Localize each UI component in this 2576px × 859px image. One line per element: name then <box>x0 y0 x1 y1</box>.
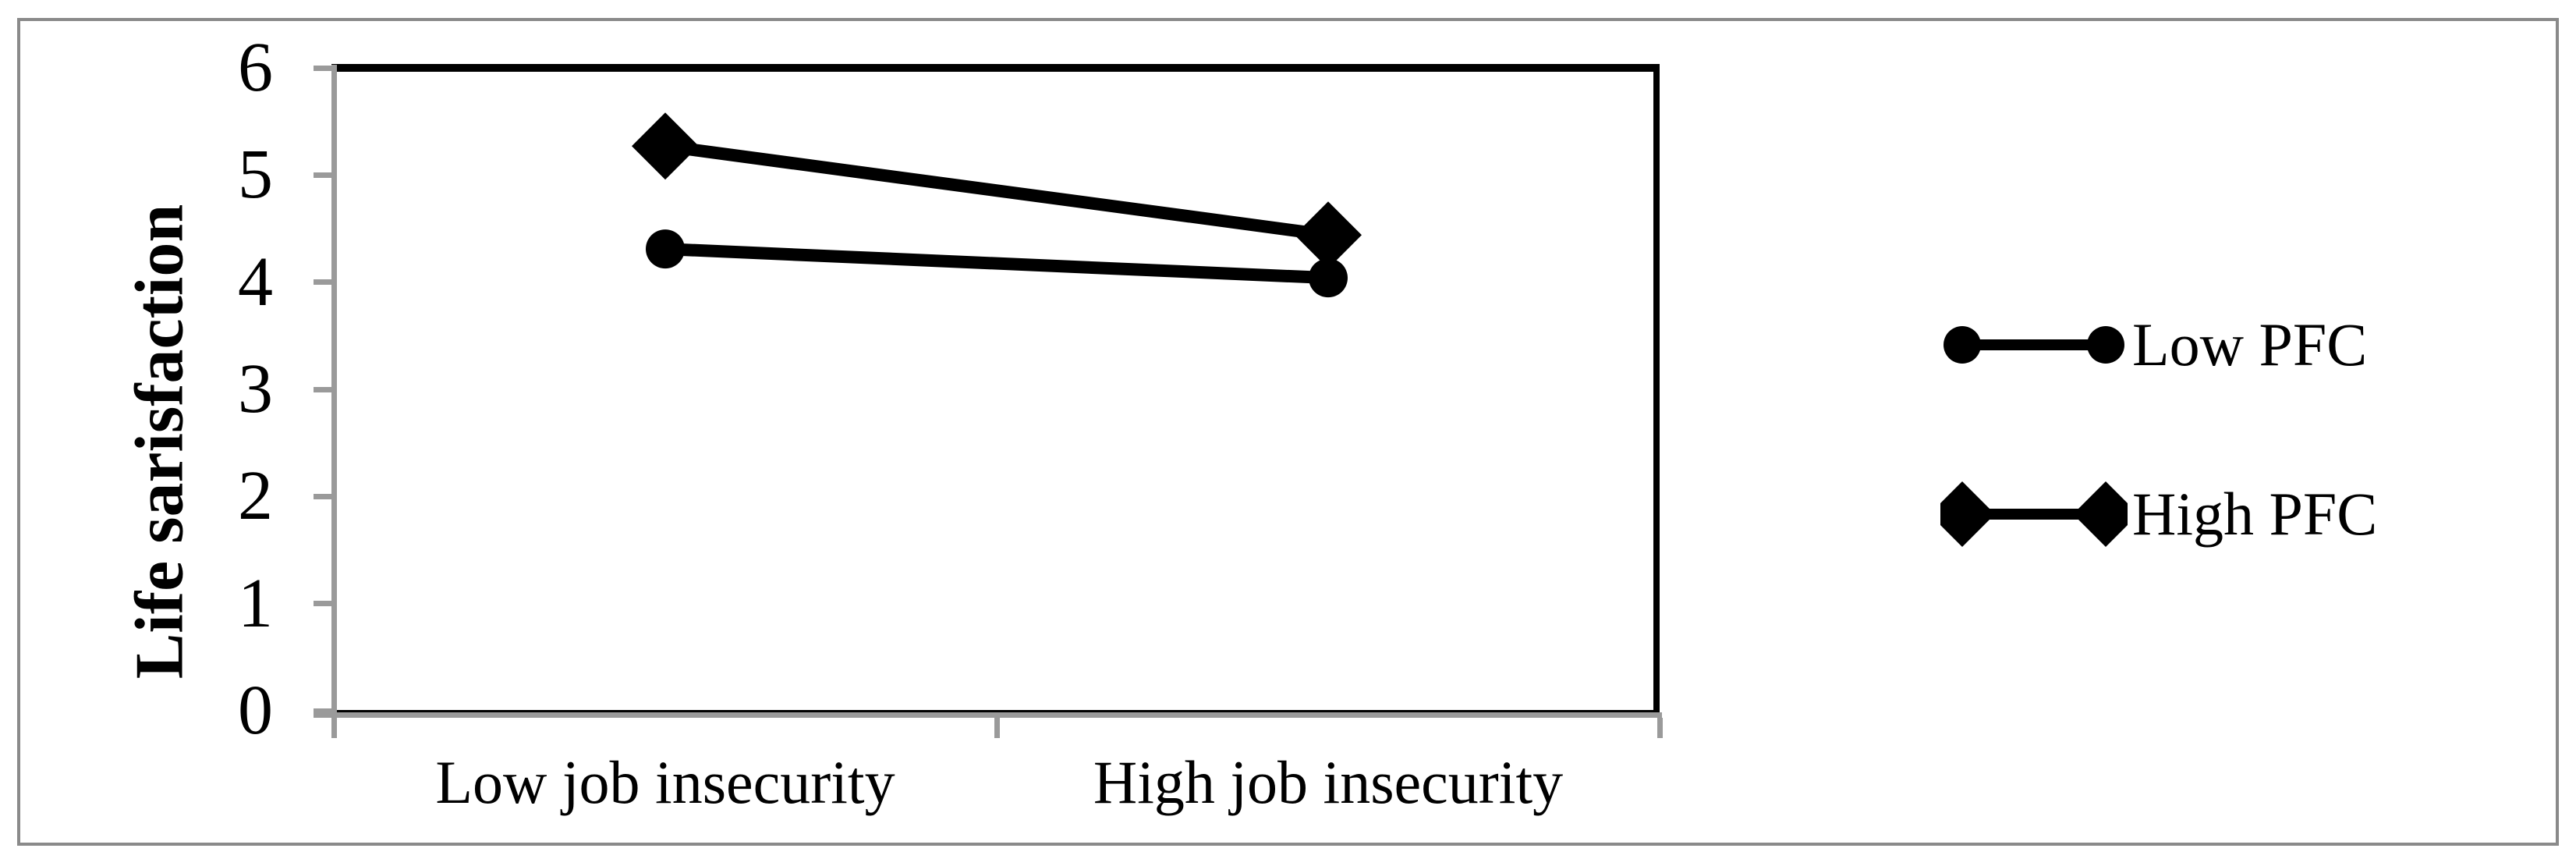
x-category-label: High job insecurity <box>1093 748 1564 816</box>
diamond-legend-marker-icon <box>1940 481 2128 547</box>
x-axis-line <box>314 712 1662 718</box>
y-tick-label: 0 <box>238 672 273 749</box>
y-tick-label: 3 <box>238 350 273 428</box>
y-tick-label: 4 <box>238 243 273 321</box>
legend-item-label: High PFC <box>2132 480 2378 548</box>
y-tick-mark <box>314 493 337 499</box>
data-point-marker <box>1295 201 1362 269</box>
y-tick-label: 6 <box>238 29 273 106</box>
y-tick-mark <box>314 172 337 178</box>
y-tick-mark <box>314 601 337 607</box>
legend-item: Low PFC <box>1940 310 2377 380</box>
legend: Low PFC High PFC <box>1940 310 2377 549</box>
y-tick-mark <box>314 65 337 71</box>
y-tick-label: 5 <box>238 136 273 214</box>
series-line <box>664 243 1329 285</box>
x-tick-mark <box>1657 718 1663 738</box>
y-tick-mark <box>314 708 337 714</box>
y-tick-mark <box>314 279 337 286</box>
plot-area <box>331 64 1660 712</box>
circle-legend-marker-icon <box>1944 326 2124 364</box>
data-point-marker <box>1309 258 1348 298</box>
series-line <box>664 140 1330 242</box>
y-tick-mark <box>314 386 337 392</box>
data-point-marker <box>646 229 685 269</box>
legend-item-label: Low PFC <box>2132 311 2368 378</box>
x-tick-mark <box>994 718 1000 738</box>
y-tick-label: 2 <box>238 457 273 535</box>
y-tick-label: 1 <box>238 564 273 642</box>
x-category-label: Low job insecurity <box>435 748 895 816</box>
y-axis-line <box>331 65 337 738</box>
data-point-marker <box>632 112 699 180</box>
legend-item: High PFC <box>1940 479 2377 549</box>
